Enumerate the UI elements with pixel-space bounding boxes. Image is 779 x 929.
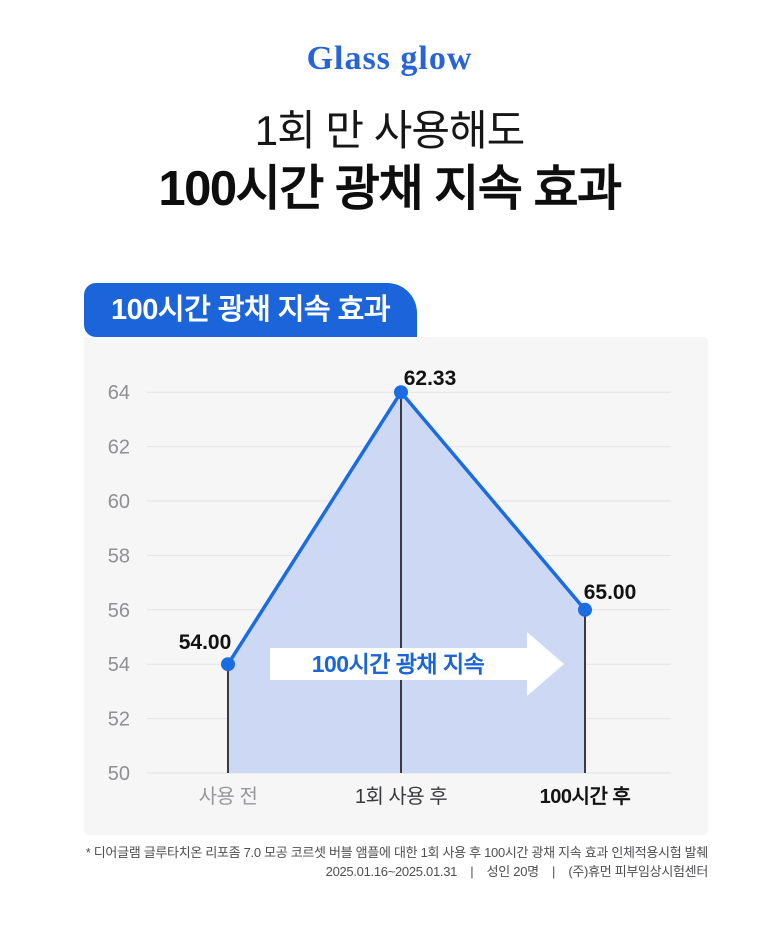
headline-line2: 100시간 광채 지속 효과 xyxy=(158,162,622,216)
footnote-line1: * 디어글램 글루타치온 리포좀 7.0 모공 코르셋 버블 앰플에 대한 1회… xyxy=(85,845,709,860)
y-tick-label: 52 xyxy=(108,709,130,731)
line-chart: 64 62 60 58 56 54 52 50 100시간 광채 지속 54.00 62.33 65.… xyxy=(108,367,671,808)
arrow-label: 100시간 광채 지속 xyxy=(312,651,485,677)
x-category-label: 사용 전 xyxy=(199,785,258,808)
data-point xyxy=(221,657,235,672)
footnote-line2: 2025.01.16~2025.01.31 | 성인 20명 | (주)휴먼 피… xyxy=(325,864,709,879)
x-category-label: 1회 사용 후 xyxy=(355,785,447,808)
headline-line1: 1회 만 사용해도 xyxy=(254,107,526,154)
y-tick-label: 56 xyxy=(108,600,130,622)
y-tick-label: 54 xyxy=(108,654,130,676)
chart-title-badge: 100시간 광채 지속 효과 xyxy=(84,283,417,337)
y-tick-label: 60 xyxy=(108,491,130,513)
y-tick-label: 58 xyxy=(108,545,130,567)
x-category-label: 100시간 후 xyxy=(540,785,631,808)
point-value-label: 65.00 xyxy=(584,581,637,604)
point-value-label: 54.00 xyxy=(179,631,232,654)
y-tick-label: 64 xyxy=(108,382,130,404)
brand-title: Glass glow xyxy=(306,40,473,77)
point-value-label: 62.33 xyxy=(404,367,457,390)
footnote: * 디어글램 글루타치온 리포좀 7.0 모공 코르셋 버블 앰플에 대한 1회… xyxy=(0,843,709,881)
chart-panel: 64 62 60 58 56 54 52 50 100시간 광채 지속 54.00 62.33 65.… xyxy=(84,337,708,835)
arrow-shape xyxy=(270,632,564,696)
data-point xyxy=(578,602,592,617)
y-tick-label: 50 xyxy=(108,763,130,785)
data-point xyxy=(394,385,408,400)
y-tick-label: 62 xyxy=(108,437,130,459)
